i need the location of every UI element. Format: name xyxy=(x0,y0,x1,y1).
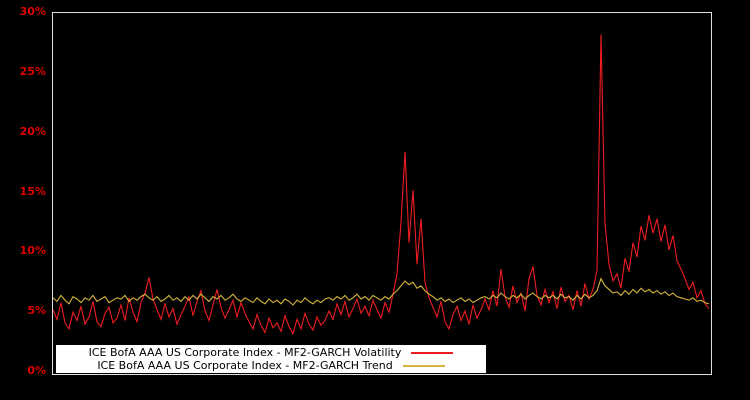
legend-line-sample-trend xyxy=(402,364,445,367)
series-line-0 xyxy=(53,34,709,336)
y-tick-label: 20% xyxy=(19,124,46,138)
legend-row-trend: ICE BofA AAA US Corporate Index - MF2-GA… xyxy=(60,359,482,372)
y-tick-label: 0% xyxy=(27,364,46,377)
legend-row-volatility: ICE BofA AAA US Corporate Index - MF2-GA… xyxy=(60,346,482,359)
legend-label-volatility: ICE BofA AAA US Corporate Index - MF2-GA… xyxy=(88,346,402,359)
y-tick-label: 5% xyxy=(27,304,46,318)
legend-label-trend: ICE BofA AAA US Corporate Index - MF2-GA… xyxy=(97,359,393,372)
y-tick-label: 25% xyxy=(19,64,46,78)
legend-line-sample-volatility xyxy=(411,351,454,354)
series-line-1 xyxy=(53,277,709,306)
plot-area: ICE BofA AAA US Corporate Index - MF2-GA… xyxy=(52,12,712,375)
y-tick-label: 15% xyxy=(19,184,46,198)
y-tick-label: 30% xyxy=(19,5,46,18)
legend: ICE BofA AAA US Corporate Index - MF2-GA… xyxy=(56,345,486,373)
line-chart xyxy=(53,34,709,336)
y-tick-label: 10% xyxy=(19,244,46,258)
